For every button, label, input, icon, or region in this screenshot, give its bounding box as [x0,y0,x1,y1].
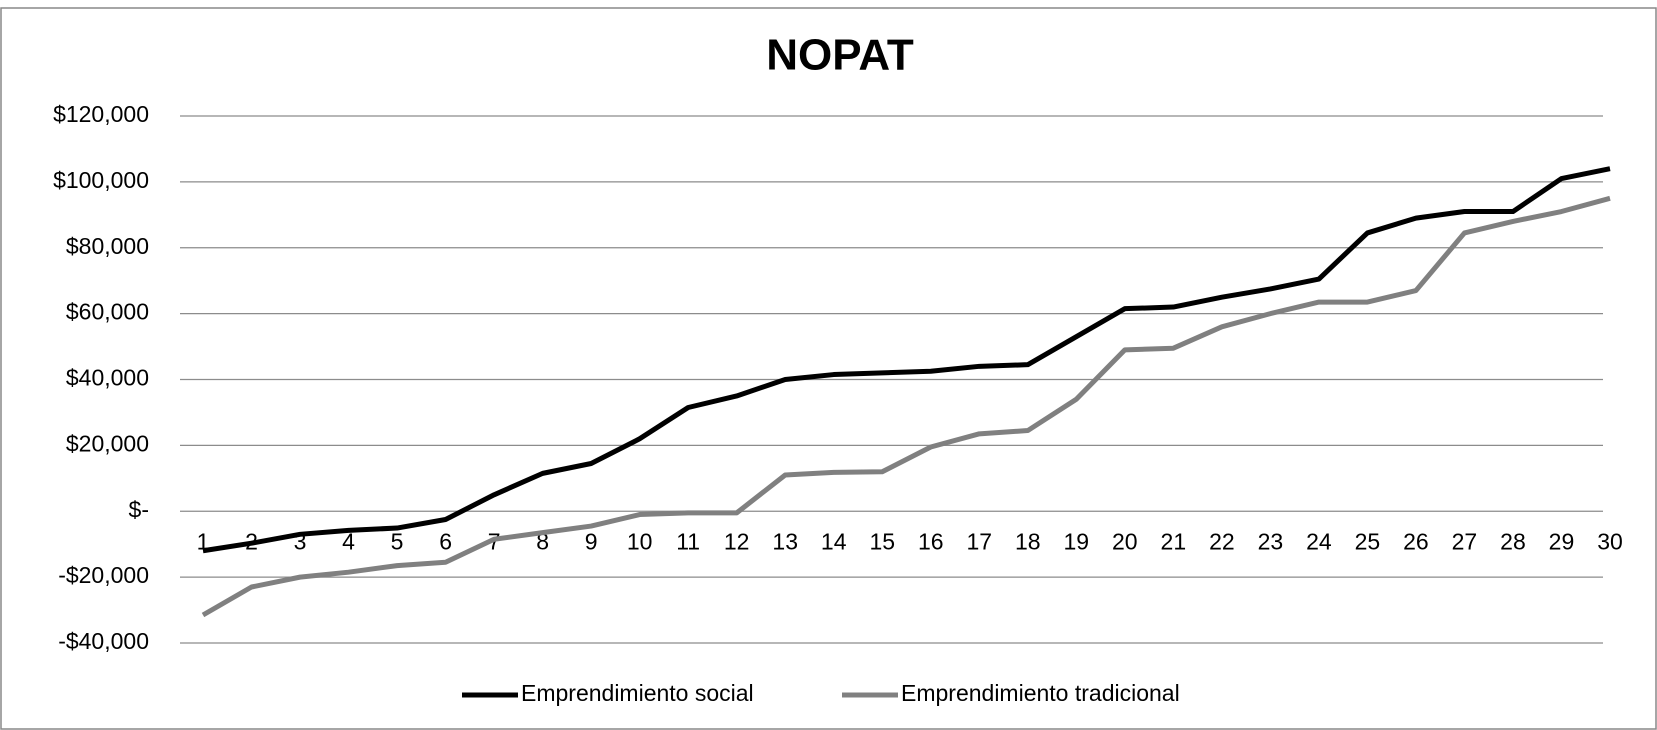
y-tick-label: -$40,000 [58,628,149,654]
y-tick-label: $20,000 [66,430,149,456]
x-tick-label: 19 [1064,528,1090,554]
x-tick-label: 24 [1306,528,1332,554]
y-tick-label: $80,000 [66,233,149,259]
x-tick-label: 25 [1355,528,1381,554]
x-tick-label: 26 [1403,528,1429,554]
x-tick-label: 15 [869,528,895,554]
x-tick-label: 5 [391,528,404,554]
x-tick-label: 16 [918,528,944,554]
x-tick-label: 10 [627,528,653,554]
data-line [202,166,1611,554]
x-tick-label: 22 [1209,528,1235,554]
x-tick-label: 14 [821,528,847,554]
y-tick-label: $60,000 [66,299,149,325]
chart-title: NOPAT [766,31,914,80]
y-tick-label: $40,000 [66,365,149,391]
y-tick-label: $120,000 [53,101,149,127]
y-tick-label: $- [129,496,149,522]
x-tick-label: 11 [676,528,700,554]
x-tick-label: 9 [585,528,598,554]
x-tick-label: 6 [439,528,452,554]
x-tick-label: 18 [1015,528,1041,554]
x-tick-label: 21 [1161,528,1187,554]
x-tick-label: 30 [1597,528,1623,554]
legend-label: Emprendimiento social [521,680,754,706]
x-tick-label: 12 [724,528,750,554]
x-tick-label: 29 [1549,528,1575,554]
x-tick-label: 13 [772,528,798,554]
chart-border [0,7,1657,730]
x-tick-label: 20 [1112,528,1138,554]
x-tick-label: 28 [1500,528,1526,554]
data-line [201,195,1611,618]
x-tick-label: 17 [966,528,992,554]
x-tick-label: 23 [1258,528,1284,554]
legend-label: Emprendimiento tradicional [901,680,1180,706]
y-tick-label: $100,000 [53,167,149,193]
x-tick-label: 4 [342,528,355,554]
x-tick-label: 27 [1452,528,1478,554]
y-tick-label: -$20,000 [58,562,149,588]
